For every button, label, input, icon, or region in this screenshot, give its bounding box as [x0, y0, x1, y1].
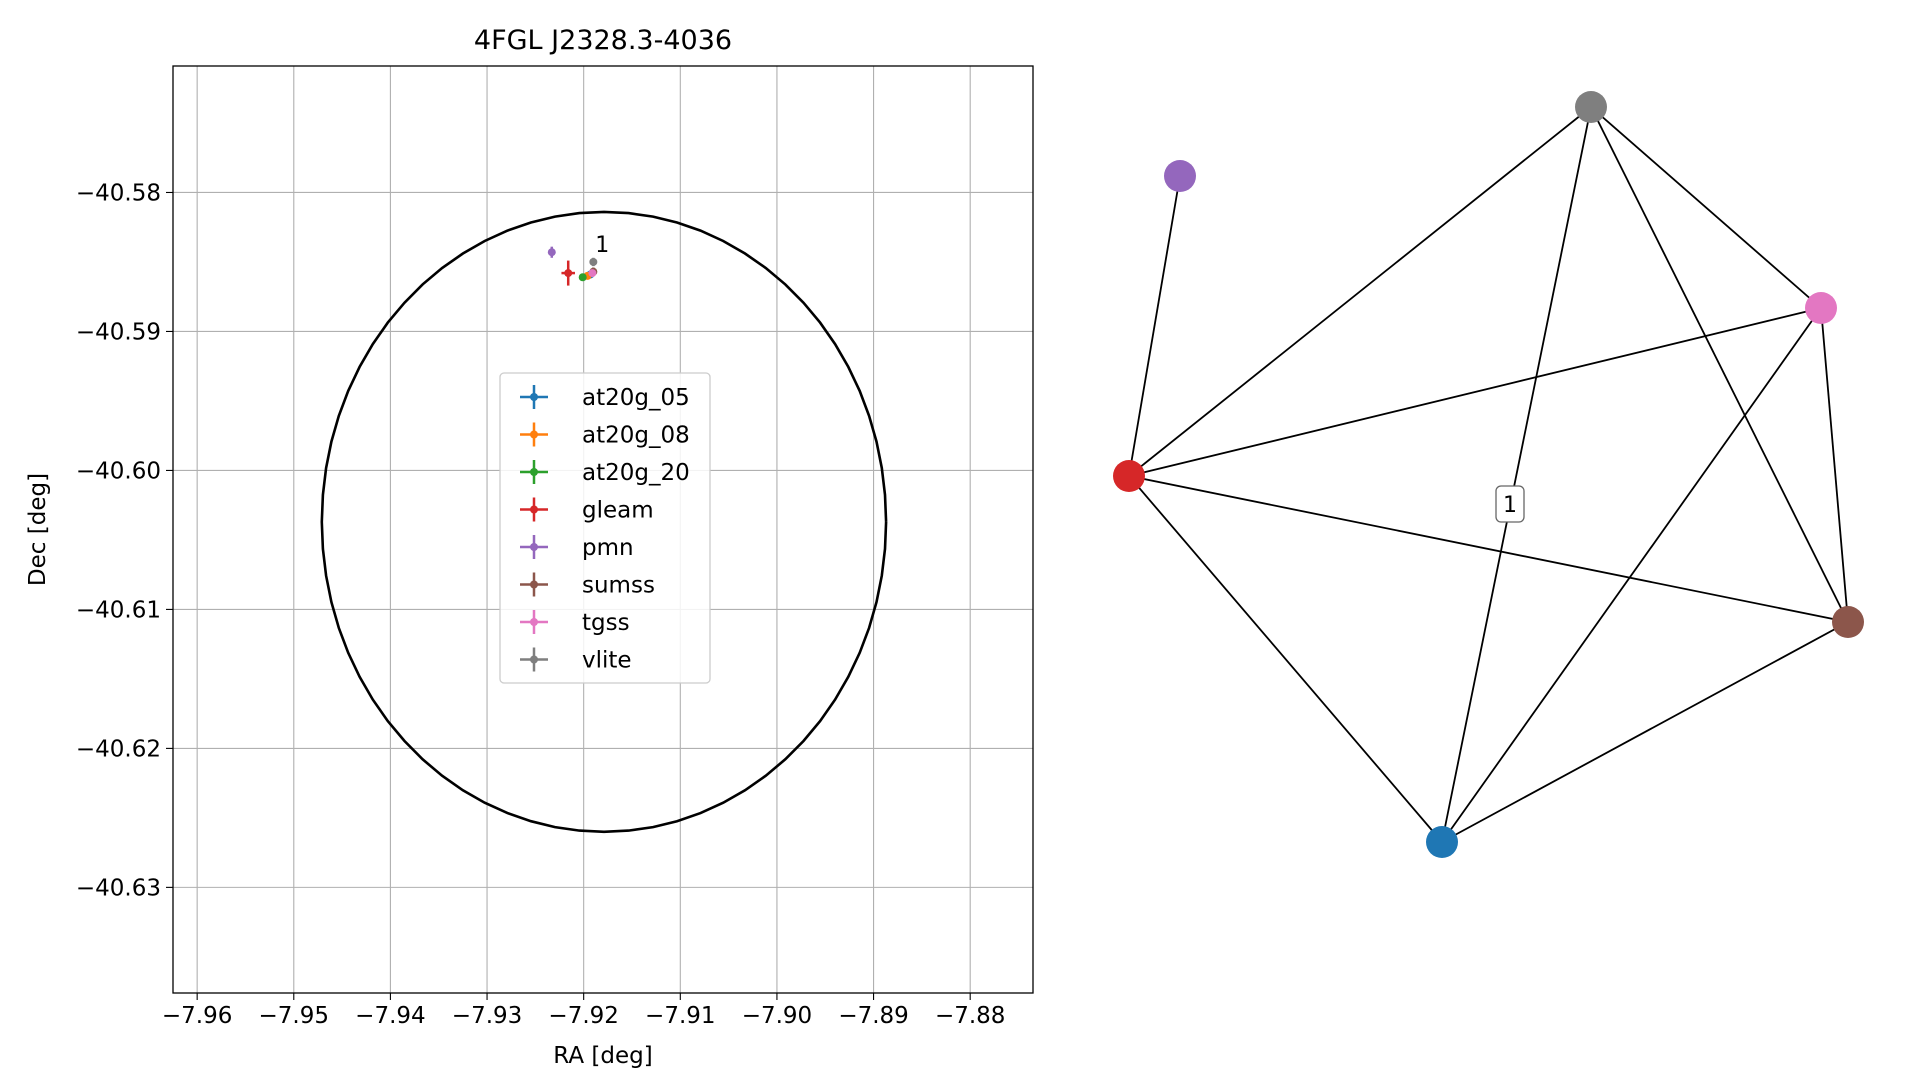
chart-title: 4FGL J2328.3-4036	[474, 25, 732, 56]
x-axis-ticks: −7.96 −7.95 −7.94 −7.93 −7.92 −7.91 −7.90 −7.89…	[162, 993, 1005, 1029]
legend-label: vlite	[582, 648, 632, 674]
legend-item: at20g_05	[520, 385, 690, 411]
network-edge	[1128, 475, 1443, 843]
y-tick-label: −40.62	[76, 736, 161, 762]
scatter-panel: 1 −7.96 −7.95 −7.94 −7.93 −7.92 −7.91 −7.90 −7.…	[25, 25, 1034, 1069]
y-tick-label: −40.63	[76, 875, 161, 901]
y-tick-label: −40.61	[76, 597, 161, 623]
network-nodes	[1113, 91, 1864, 858]
network-edge	[1441, 307, 1822, 843]
legend-swatch-marker	[530, 393, 538, 401]
network-edge	[1441, 621, 1849, 843]
y-axis-label: Dec [deg]	[25, 473, 51, 586]
network-edge	[1820, 307, 1849, 623]
x-tick-label: −7.92	[548, 1003, 618, 1029]
x-tick-label: −7.89	[838, 1003, 908, 1029]
network-edge	[1590, 106, 1822, 309]
x-tick-label: −7.90	[742, 1003, 812, 1029]
legend-item: at20g_08	[520, 422, 690, 449]
x-tick-label: −7.94	[355, 1003, 425, 1029]
network-edge	[1128, 106, 1592, 477]
network-node-vlite	[1575, 91, 1607, 123]
data-point-at20g_20	[578, 273, 587, 282]
legend-label: at20g_20	[582, 460, 690, 486]
network-node-sumss	[1832, 606, 1864, 638]
data-point-pmn	[547, 246, 556, 258]
network-edge	[1128, 175, 1181, 477]
marker	[547, 248, 556, 257]
x-tick-label: −7.96	[162, 1003, 232, 1029]
x-tick-label: −7.95	[259, 1003, 329, 1029]
y-tick-label: −40.58	[76, 180, 161, 206]
legend-item: tgss	[520, 610, 630, 636]
legend-swatch-marker	[530, 430, 538, 439]
y-tick-label: −40.60	[76, 458, 161, 484]
x-tick-label: −7.88	[935, 1003, 1005, 1029]
network-node-at20g	[1426, 826, 1458, 858]
legend-item: pmn	[520, 535, 634, 561]
network-node-gleam	[1113, 460, 1145, 492]
legend-label: at20g_08	[582, 423, 690, 449]
legend-swatch-marker	[530, 618, 538, 626]
legend-swatch-marker	[530, 580, 538, 589]
data-point-gleam	[561, 260, 575, 286]
data-points	[547, 246, 598, 286]
legend-item: gleam	[520, 497, 654, 524]
error-ellipse	[320, 210, 888, 834]
legend-label: at20g_05	[582, 385, 690, 411]
legend-item: vlite	[520, 647, 632, 674]
edge-label-text: 1	[1503, 493, 1517, 518]
network-edge	[1590, 106, 1849, 623]
x-tick-label: −7.93	[452, 1003, 522, 1029]
network-node-tgss	[1805, 292, 1837, 324]
x-axis-label: RA [deg]	[553, 1043, 652, 1069]
marker	[578, 273, 587, 282]
data-point-vlite	[589, 257, 598, 267]
y-axis-ticks: −40.58 −40.59 −40.60 −40.61 −40.62 −40.63	[76, 180, 173, 901]
legend-swatch-marker	[530, 543, 538, 551]
network-panel: 1	[1113, 91, 1864, 858]
edge-label: 1	[1495, 485, 1525, 523]
association-label: 1	[595, 233, 609, 258]
legend-label: sumss	[582, 573, 655, 599]
legend-label: gleam	[582, 498, 654, 524]
legend-label: tgss	[582, 610, 630, 636]
legend-swatch-marker	[530, 655, 538, 664]
legend-item: at20g_20	[520, 460, 690, 486]
data-point-tgss	[588, 269, 597, 278]
marker	[589, 257, 598, 266]
network-edge	[1128, 307, 1822, 477]
marker	[588, 269, 597, 278]
plot-frame	[172, 65, 1034, 994]
edge-label-box	[1495, 485, 1525, 523]
network-edge	[1441, 106, 1592, 843]
legend-item: sumss	[520, 572, 655, 599]
legend-box	[499, 372, 711, 684]
legend-swatch-marker	[530, 505, 538, 514]
legend-label: pmn	[582, 535, 634, 561]
error-ellipse-group	[320, 210, 888, 834]
marker	[564, 269, 573, 278]
legend-swatch-marker	[530, 468, 538, 476]
y-tick-label: −40.59	[76, 319, 161, 345]
network-edges	[1128, 106, 1849, 843]
network-node-pmn	[1164, 160, 1196, 192]
x-tick-label: −7.91	[645, 1003, 715, 1029]
network-edge	[1128, 475, 1849, 623]
